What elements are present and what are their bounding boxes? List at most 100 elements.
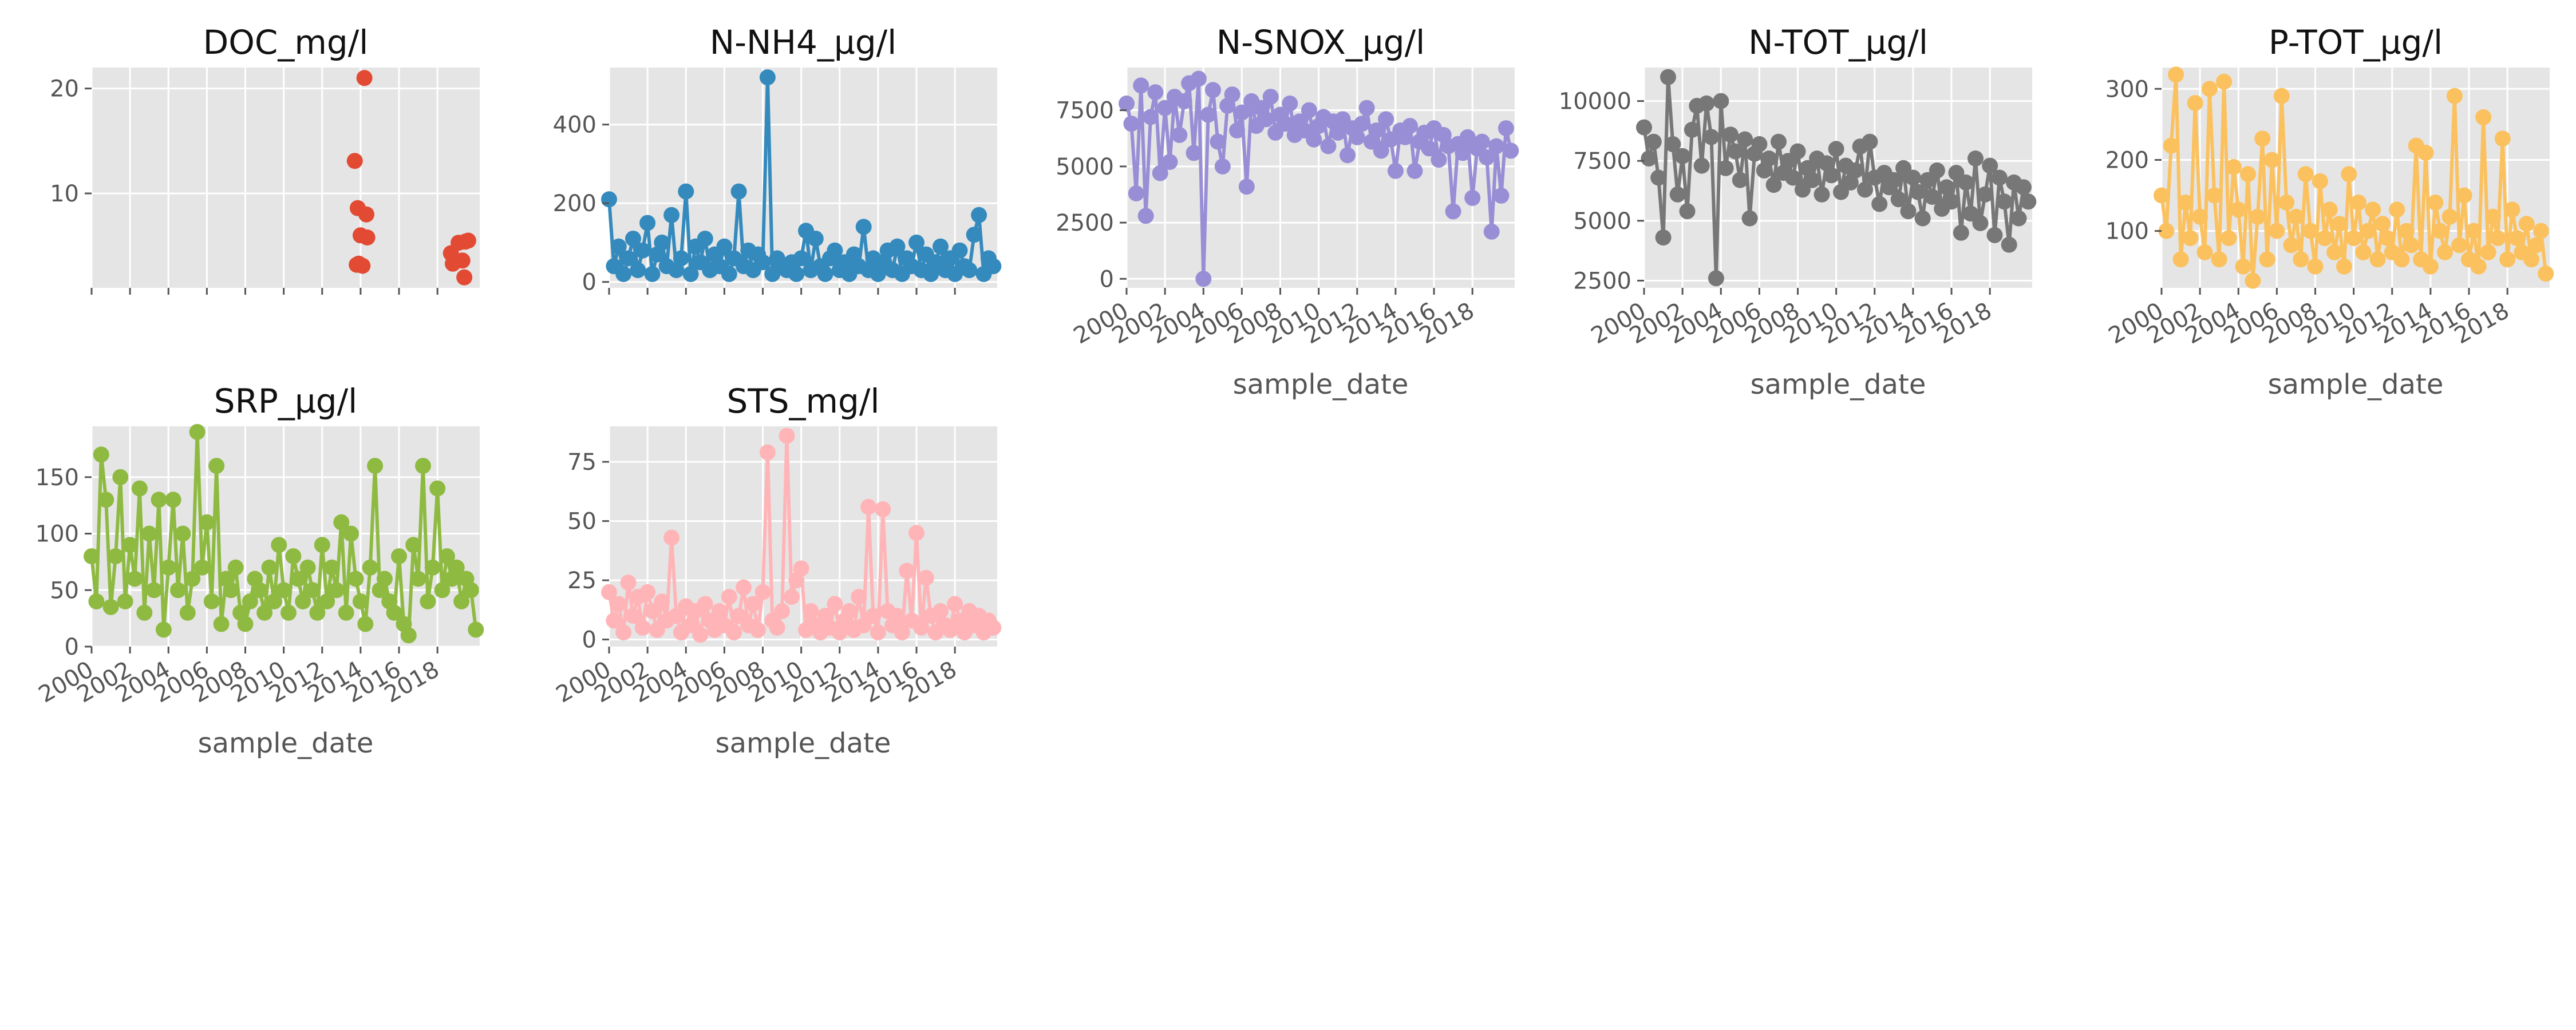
data-point (894, 624, 910, 641)
data-point (985, 619, 1002, 636)
data-point (2182, 230, 2199, 247)
data-point (391, 548, 407, 565)
data-point (1996, 193, 2013, 210)
data-point (947, 596, 963, 612)
data-point (208, 458, 225, 474)
data-point (2178, 195, 2194, 211)
data-point (2451, 237, 2468, 253)
data-point (367, 458, 384, 474)
data-point (2389, 201, 2405, 218)
data-point (251, 582, 268, 599)
data-point (2518, 216, 2535, 232)
data-point (2201, 81, 2218, 97)
data-point (1650, 169, 1667, 186)
data-point (357, 616, 374, 632)
data-point (2403, 237, 2420, 253)
data-point (194, 559, 210, 576)
data-point (2490, 230, 2506, 247)
data-point (1234, 104, 1250, 121)
data-point (199, 514, 215, 530)
data-point (1238, 179, 1255, 195)
subplot: 0255075200020022004200620082010201220142… (552, 382, 1002, 759)
data-point (117, 593, 133, 609)
data-point (420, 593, 436, 609)
data-point (601, 191, 617, 208)
data-point (2245, 272, 2261, 289)
data-point (1171, 126, 1188, 143)
data-point (1717, 160, 1734, 176)
data-point (1771, 133, 1787, 150)
data-point (1655, 229, 1672, 246)
subplot: 2500500075001000020002002200420062008201… (1559, 23, 2037, 401)
data-point (256, 604, 273, 621)
data-point (127, 571, 143, 587)
data-point (1488, 138, 1505, 154)
data-point (2254, 130, 2271, 147)
data-point (112, 469, 129, 485)
data-point (1161, 154, 1178, 170)
data-point (1483, 223, 1500, 240)
data-point (1814, 186, 1830, 203)
y-tick-label: 0 (582, 270, 596, 296)
panel-title: DOC_mg/l (203, 23, 369, 62)
data-point (2432, 223, 2448, 239)
data-point (2374, 216, 2391, 232)
data-point (1176, 93, 1192, 109)
data-point (2196, 244, 2213, 260)
data-point (730, 183, 747, 200)
data-point (88, 593, 105, 609)
data-point (354, 258, 371, 274)
data-point (1847, 162, 1864, 179)
data-point (1464, 189, 1481, 206)
data-point (779, 427, 795, 444)
data-point (1761, 150, 1777, 167)
data-point (2154, 187, 2170, 204)
data-point (807, 231, 824, 247)
data-point (333, 514, 350, 530)
data-point (1455, 145, 1471, 161)
data-point (2470, 258, 2487, 275)
data-point (1737, 131, 1753, 148)
data-point (179, 604, 196, 621)
data-point (2158, 223, 2175, 239)
data-point (93, 446, 109, 463)
data-point (84, 548, 100, 565)
data-point (1785, 169, 1801, 186)
data-point (305, 582, 321, 599)
data-point (319, 593, 335, 609)
data-point (1967, 150, 1984, 167)
data-point (1684, 121, 1700, 138)
data-point (1986, 227, 2003, 243)
y-tick-label: 100 (2105, 219, 2149, 245)
data-point (213, 616, 230, 632)
y-tick-label: 7500 (1056, 98, 1114, 124)
data-point (1804, 172, 1820, 188)
data-point (625, 608, 641, 624)
data-point (415, 458, 431, 474)
data-point (386, 604, 402, 621)
data-point (716, 238, 733, 255)
data-point (266, 593, 282, 609)
data-point (424, 559, 441, 576)
data-point (2326, 244, 2343, 260)
data-point (122, 537, 139, 553)
data-point (227, 559, 244, 576)
x-axis-label: sample_date (1751, 369, 1926, 401)
data-point (913, 619, 930, 636)
data-point (1143, 109, 1159, 125)
data-point (2345, 230, 2362, 247)
data-point (456, 269, 473, 286)
data-point (102, 599, 119, 615)
data-point (630, 262, 646, 279)
data-point (985, 258, 1002, 275)
data-point (453, 593, 470, 609)
data-point (803, 603, 819, 619)
data-point (726, 624, 742, 641)
data-point (1972, 215, 1989, 231)
data-point (463, 582, 479, 599)
data-point (1277, 116, 1293, 132)
subplot: 1002003002000200220042006200820102012201… (2104, 23, 2554, 401)
data-point (2211, 251, 2227, 268)
data-point (184, 571, 201, 587)
data-point (1306, 131, 1322, 148)
